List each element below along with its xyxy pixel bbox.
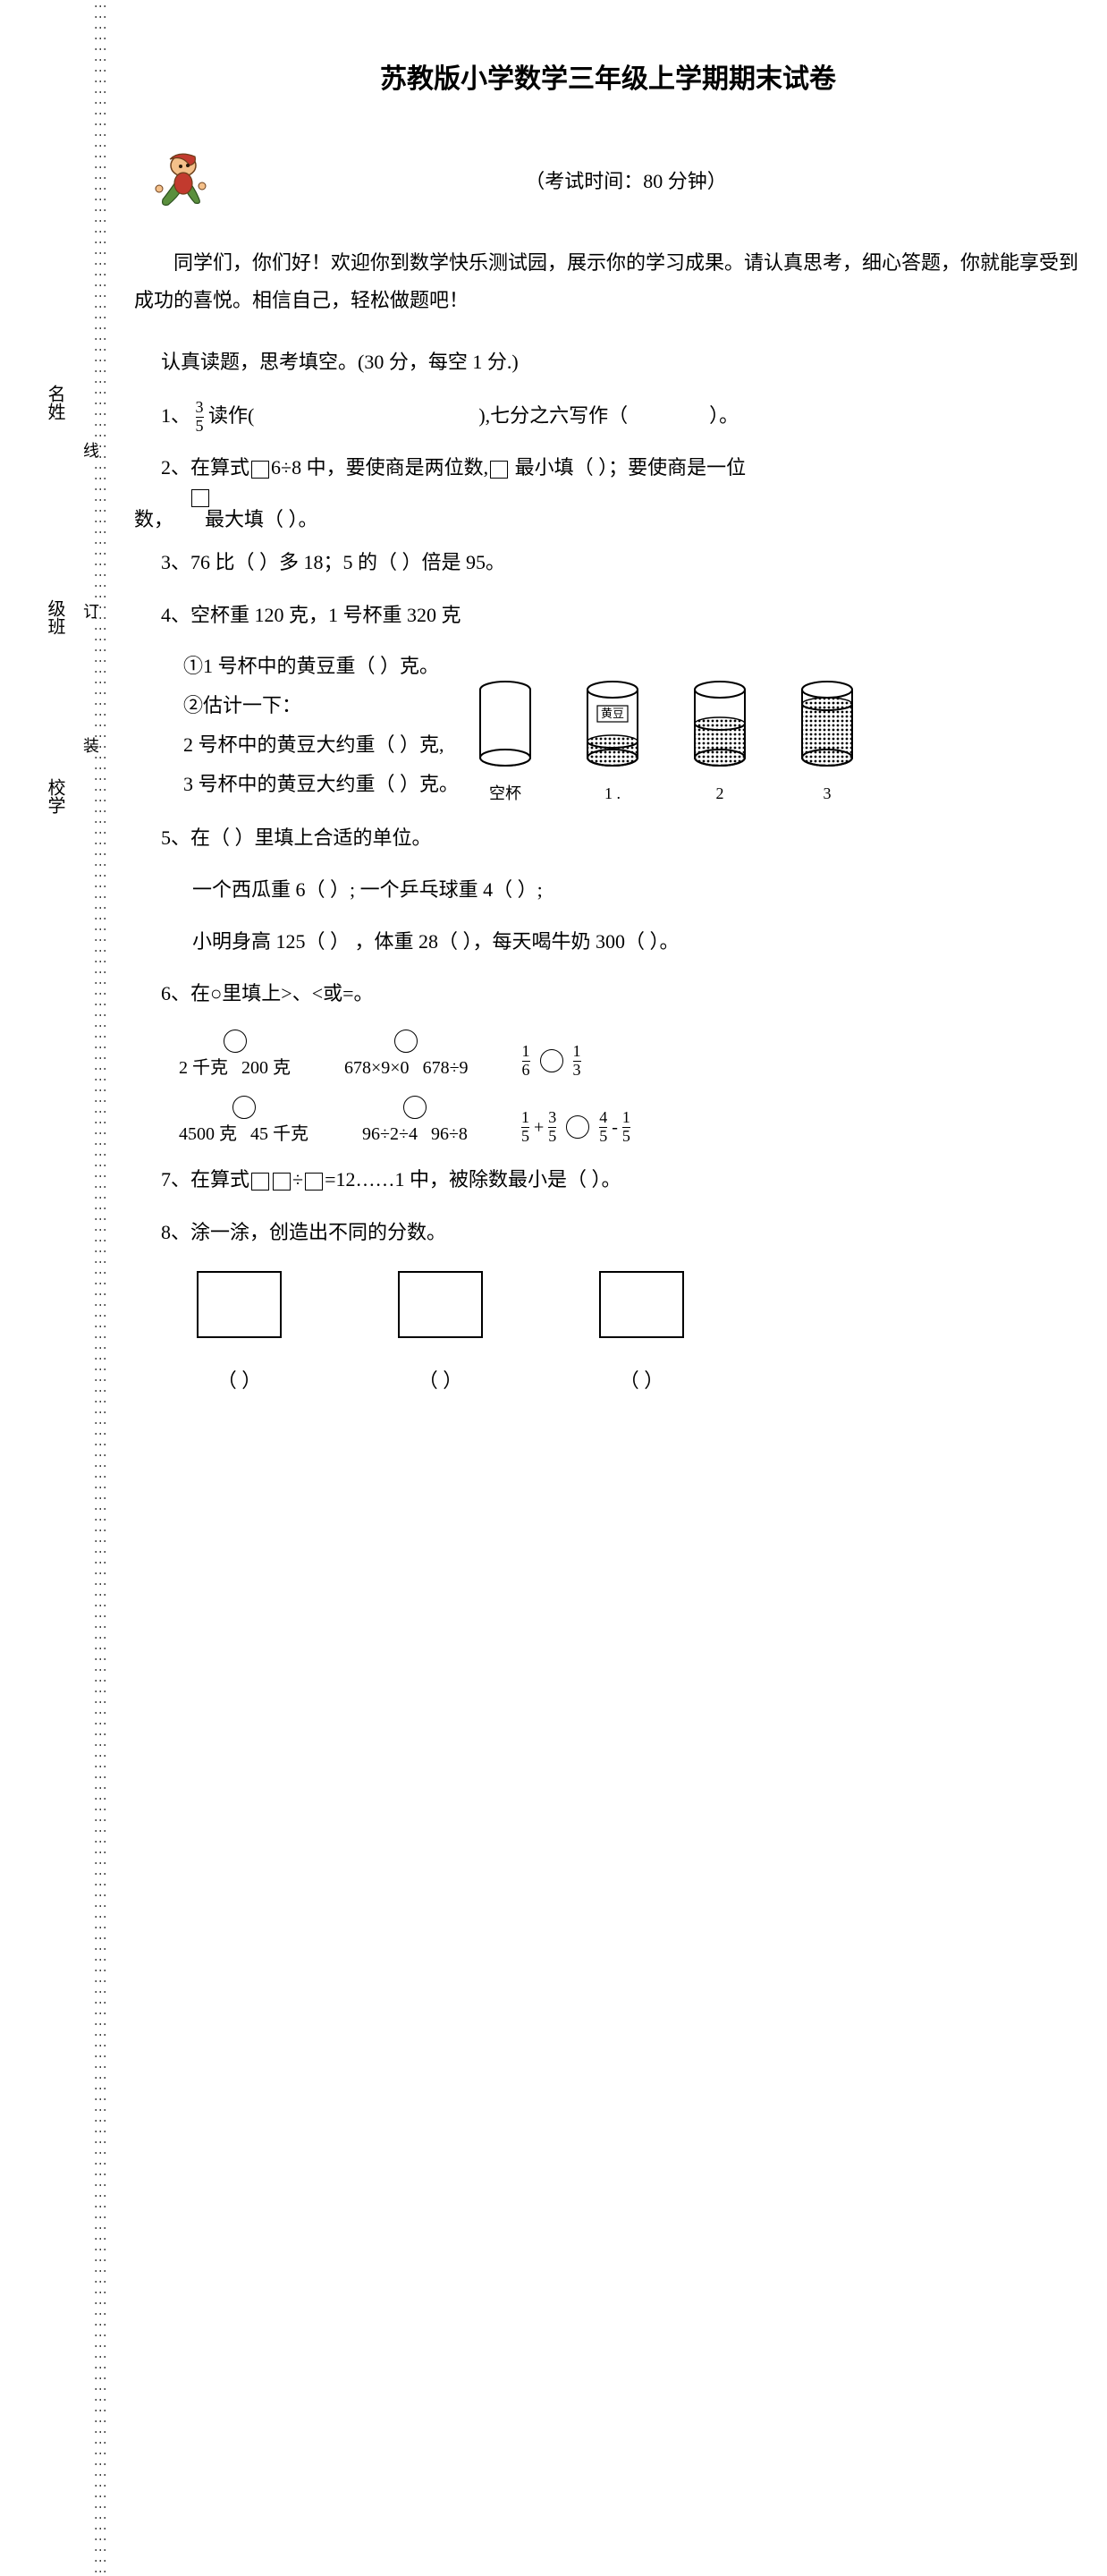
question-7: 7、在算式 ÷ =12……1 中，被除数最小是（ ）。 [161, 1159, 1082, 1200]
q5-line1: 一个西瓜重 6（ ）; 一个乒乓球重 4（ ）; [192, 869, 1082, 911]
q2-1b: 6÷8 中，要使商是两位数, [271, 456, 488, 479]
cup-empty-label: 空杯 [474, 781, 537, 807]
circle-icon [540, 1049, 563, 1072]
cup-empty: 空杯 [474, 679, 537, 807]
q8-label-3: （ ） [599, 1365, 684, 1396]
cup-3: 3 [796, 679, 858, 807]
binding-char-line: 线 [83, 438, 99, 464]
q6-r2c3-c: 45 [599, 1109, 607, 1146]
binding-label-class: 级班 [40, 599, 69, 635]
cup-2-label: 2 [689, 781, 751, 807]
circle-icon [403, 1096, 427, 1119]
q6-r2c1-r: 45 千克 [250, 1124, 308, 1144]
q8-label-1: （ ） [197, 1365, 282, 1396]
binding-label-name: 名姓 [40, 385, 69, 420]
cup-2: 2 [689, 679, 751, 807]
box-icon [305, 1173, 323, 1191]
q1-text2: ),七分之六写作（ [478, 404, 628, 427]
q2-1c: 最小填（ ）；要使商是一位 [510, 456, 746, 479]
q6-r1c3: 16 13 [522, 1043, 581, 1083]
q6-r1c1: 2 千克 200 克 [179, 1025, 291, 1082]
shade-box-2 [398, 1271, 483, 1338]
intro-text: 同学们，你们好！欢迎你到数学快乐测试园，展示你的学习成果。请认真思考，细心答题，… [134, 244, 1082, 319]
q6-r2c1-l: 4500 克 [179, 1124, 237, 1144]
q6-r2c2-r: 96÷8 [431, 1124, 468, 1144]
q6-r2c3-b: 35 [548, 1109, 556, 1146]
q1-text3: ）。 [709, 404, 739, 427]
exam-title: 苏教版小学数学三年级上学期期末试卷 [134, 58, 1082, 101]
question-3: 3、76 比（ ）多 18；5 的（ ）倍是 95。 [161, 542, 1082, 583]
box-icon [490, 461, 508, 479]
question-4-header: 4、空杯重 120 克，1 号杯重 320 克 [161, 595, 1082, 636]
q2-2a: 数， [134, 508, 173, 530]
question-2-line2: 数， 最大填（ ）。 [134, 499, 1082, 540]
cup-1-label: 1 . [581, 781, 644, 807]
q6-r1c1-l: 2 千克 [179, 1058, 228, 1078]
question-5-header: 5、在（ ）里填上合适的单位。 [161, 818, 1082, 859]
q6-r1c2-l: 678×9×0 [344, 1058, 410, 1078]
question-1: 1、 3 5 读作( ),七分之六写作（ ）。 [161, 395, 1082, 436]
binding-margin: ⋮⋮⋮⋮⋮⋮⋮⋮⋮⋮⋮⋮⋮⋮⋮⋮⋮⋮⋮⋮⋮⋮⋮⋮⋮⋮⋮⋮⋮⋮⋮⋮⋮⋮⋮⋮⋮⋮⋮⋮… [67, 0, 121, 1521]
binding-char-pack: 装 [83, 733, 99, 759]
circle-icon [224, 1030, 247, 1053]
q7-a: 7、在算式 [161, 1168, 249, 1191]
q2-2b: 最大填（ ）。 [205, 508, 318, 530]
section-1-header: 认真读题，思考填空。(30 分，每空 1 分.) [161, 346, 1082, 377]
q7-b: ÷ [292, 1168, 303, 1191]
q6-r2c3-a: 15 [521, 1109, 529, 1146]
circle-icon [394, 1030, 418, 1053]
cup-1: 黄豆 1 . [581, 679, 644, 807]
shade-box-1 [197, 1271, 282, 1338]
q6-r2c3: 15 + 35 45 - 15 [521, 1109, 630, 1149]
q6-r1c3-fl: 16 [522, 1043, 530, 1080]
box-icon [273, 1173, 291, 1191]
q1-fraction: 3 5 [196, 399, 204, 436]
q6-row1: 2 千克 200 克 678×9×0 678÷9 16 13 [179, 1025, 1082, 1082]
q6-r2c3-d: 15 [622, 1109, 630, 1146]
circle-icon [566, 1115, 589, 1139]
box-icon [251, 1173, 269, 1191]
cup-3-label: 3 [796, 781, 858, 807]
q1-prefix: 1、 [161, 404, 190, 427]
question-2: 2、在算式 6÷8 中，要使商是两位数, 最小填（ ）；要使商是一位 [161, 447, 1082, 488]
circle-icon [232, 1096, 256, 1119]
binding-dots: ⋮⋮⋮⋮⋮⋮⋮⋮⋮⋮⋮⋮⋮⋮⋮⋮⋮⋮⋮⋮⋮⋮⋮⋮⋮⋮⋮⋮⋮⋮⋮⋮⋮⋮⋮⋮⋮⋮⋮⋮… [85, 0, 103, 2576]
q6-r2c2-l: 96÷2÷4 [362, 1124, 418, 1144]
exam-time: （考试时间：80 分钟） [170, 165, 1082, 197]
q6-r1c2-r: 678÷9 [423, 1058, 469, 1078]
question-8-header: 8、涂一涂，创造出不同的分数。 [161, 1212, 1082, 1253]
q7-c: =12……1 中，被除数最小是（ ）。 [325, 1168, 621, 1191]
box-icon [251, 461, 269, 479]
q1-text1: 读作( [208, 404, 254, 427]
shade-box-3 [599, 1271, 684, 1338]
box-icon [191, 489, 209, 507]
q6-r2c1: 4500 克 45 千克 [179, 1091, 308, 1148]
q5-line2: 小明身高 125（ ） ，体重 28（ ），每天喝牛奶 300（ ）。 [192, 921, 1082, 962]
q2-1a: 2、在算式 [161, 456, 249, 479]
cup-bean-text: 黄豆 [601, 707, 624, 720]
q1-frac-num: 3 [196, 399, 204, 417]
q8-labels: （ ） （ ） （ ） [197, 1365, 1082, 1396]
binding-label-school: 校学 [40, 778, 69, 814]
q6-r1c2: 678×9×0 678÷9 [344, 1025, 469, 1082]
binding-char-bind: 订 [83, 599, 99, 625]
q6-row2: 4500 克 45 千克 96÷2÷4 96÷8 15 + 35 45 - 15 [179, 1091, 1082, 1148]
q6-r1c1-r: 200 克 [241, 1058, 291, 1078]
question-6-header: 6、在○里填上>、<或=。 [161, 973, 1082, 1014]
cups-illustration: 空杯 黄豆 1 . 2 [474, 679, 1082, 807]
content-area: 苏教版小学数学三年级上学期期末试卷 （考试时间：80 分钟） 同学们，你们好！欢… [134, 49, 1082, 1396]
q8-boxes [197, 1271, 1082, 1338]
q1-frac-den: 5 [196, 417, 204, 436]
q6-r2c2: 96÷2÷4 96÷8 [362, 1091, 468, 1148]
q6-r1c3-fr: 13 [573, 1043, 581, 1080]
subtitle-row: （考试时间：80 分钟） [134, 146, 1082, 217]
q8-label-2: （ ） [398, 1365, 483, 1396]
